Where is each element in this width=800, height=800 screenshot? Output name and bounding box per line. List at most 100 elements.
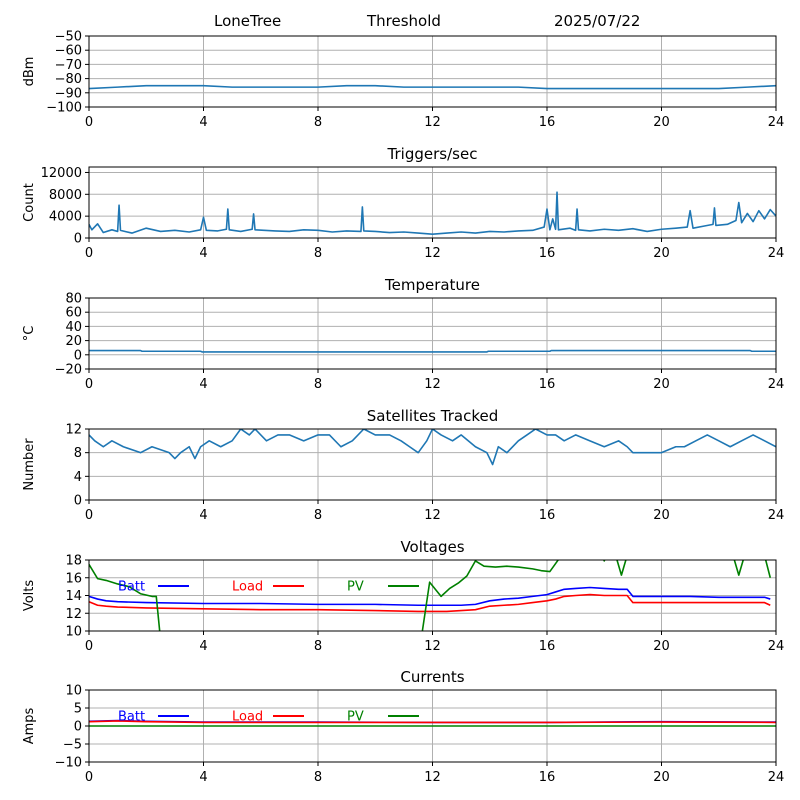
y-tick-label: 4000 <box>49 210 82 225</box>
y-tick-label: −20 <box>55 363 82 378</box>
chart-title: Currents <box>400 668 464 686</box>
x-tick-label: 0 <box>85 639 93 654</box>
series-line-data <box>89 84 776 90</box>
y-tick-label: 10 <box>65 625 82 640</box>
x-tick-label: 12 <box>424 115 441 130</box>
x-tick-label: 8 <box>314 508 322 523</box>
legend-label-pv: PV <box>347 580 364 595</box>
y-tick-label: 0 <box>74 348 82 363</box>
x-tick-label: 24 <box>768 639 785 654</box>
y-tick-label: −100 <box>46 101 82 116</box>
chart-title: Voltages <box>400 538 464 556</box>
x-tick-label: 12 <box>424 377 441 392</box>
x-tick-label: 20 <box>653 508 670 523</box>
y-tick-label: −70 <box>55 58 82 73</box>
y-tick-label: 4 <box>74 470 82 485</box>
x-tick-label: 8 <box>314 246 322 261</box>
x-tick-label: 8 <box>314 639 322 654</box>
x-tick-label: 8 <box>314 770 322 785</box>
series-line-data <box>89 429 776 466</box>
x-tick-label: 4 <box>199 508 207 523</box>
x-tick-label: 8 <box>314 377 322 392</box>
chart-panel-1: 0 4 8 12 16 20 24 −100−90−80−70−60−50 dBm <box>22 30 784 131</box>
x-tick-label: 20 <box>653 377 670 392</box>
series-line-data <box>89 349 776 353</box>
y-tick-label: −90 <box>55 86 82 101</box>
y-tick-label: 8 <box>74 446 82 461</box>
x-tick-label: 12 <box>424 770 441 785</box>
x-tick-label: 4 <box>199 639 207 654</box>
x-tick-label: 16 <box>539 377 556 392</box>
y-tick-label: 0 <box>74 720 82 735</box>
legend-label-batt: Batt <box>118 580 145 595</box>
x-tick-label: 0 <box>85 377 93 392</box>
x-tick-label: 16 <box>539 770 556 785</box>
legend-label-load: Load <box>232 580 263 595</box>
y-axis-label: Number <box>22 438 37 491</box>
y-tick-label: 0 <box>74 232 82 247</box>
x-tick-label: 20 <box>653 246 670 261</box>
x-tick-label: 12 <box>424 508 441 523</box>
y-axis-label: Count <box>22 183 37 222</box>
x-tick-label: 4 <box>199 770 207 785</box>
y-tick-label: 16 <box>65 571 82 586</box>
y-tick-label: −10 <box>55 756 82 771</box>
x-tick-label: 24 <box>768 770 785 785</box>
x-tick-label: 4 <box>199 246 207 261</box>
y-tick-label: −50 <box>55 30 82 45</box>
legend-label-pv: PV <box>347 710 364 725</box>
chart-title: Triggers/sec <box>387 145 478 163</box>
y-tick-label: 12 <box>65 423 82 438</box>
y-axis-label: °C <box>22 326 37 342</box>
y-tick-label: 20 <box>65 334 82 349</box>
y-tick-label: −80 <box>55 72 82 87</box>
x-tick-label: 20 <box>653 639 670 654</box>
chart-panel-5: 0 4 8 12 16 20 24 10 12 14 16 18 Voltages Volts Batt Lo… <box>22 538 784 654</box>
y-tick-label: 60 <box>65 306 82 321</box>
y-axis-label: Volts <box>22 580 37 612</box>
y-tick-label: −5 <box>63 738 82 753</box>
series-line-data <box>89 191 776 235</box>
y-tick-label: 18 <box>65 554 82 569</box>
x-tick-label: 24 <box>768 377 785 392</box>
chart-title: Satellites Tracked <box>367 407 498 425</box>
x-tick-label: 0 <box>85 770 93 785</box>
x-tick-label: 12 <box>424 639 441 654</box>
legend-label-load: Load <box>232 710 263 725</box>
y-tick-label: 40 <box>65 320 82 335</box>
x-tick-label: 24 <box>768 508 785 523</box>
y-tick-label: 14 <box>65 589 82 604</box>
x-tick-label: 4 <box>199 115 207 130</box>
x-tick-label: 24 <box>768 115 785 130</box>
series-line-batt <box>89 586 771 607</box>
x-tick-label: 4 <box>199 377 207 392</box>
chart-title: Temperature <box>384 276 480 294</box>
chart-panel-2: 0 4 8 12 16 20 24 0 4000 8000 12000 Triggers/sec Cou… <box>22 145 784 261</box>
x-tick-label: 0 <box>85 115 93 130</box>
x-tick-label: 8 <box>314 115 322 130</box>
y-axis-label: dBm <box>22 57 37 87</box>
y-tick-label: 12000 <box>41 166 82 181</box>
mode-label: Threshold <box>367 12 441 30</box>
chart-panel-6: 0 4 8 12 16 20 24 −10 −5 0 5 10 Currents Amps Batt Load… <box>22 668 784 785</box>
y-tick-label: 8000 <box>49 188 82 203</box>
station-name: LoneTree <box>214 12 282 30</box>
y-tick-label: −60 <box>55 44 82 59</box>
x-tick-label: 0 <box>85 246 93 261</box>
series-line-load <box>89 720 776 724</box>
legend-label-batt: Batt <box>118 710 145 725</box>
y-tick-label: 80 <box>65 292 82 307</box>
x-tick-label: 0 <box>85 508 93 523</box>
series-line-pv <box>89 560 772 631</box>
x-tick-label: 20 <box>653 115 670 130</box>
chart-panel-4: 0 4 8 12 16 20 24 0 4 8 12 Satellites Tracked Number <box>22 407 784 523</box>
x-tick-label: 16 <box>539 246 556 261</box>
x-tick-label: 16 <box>539 639 556 654</box>
series-line-load <box>89 593 771 613</box>
y-tick-label: 0 <box>74 494 82 509</box>
y-tick-label: 5 <box>74 702 82 717</box>
x-tick-label: 24 <box>768 246 785 261</box>
y-tick-label: 12 <box>65 607 82 622</box>
